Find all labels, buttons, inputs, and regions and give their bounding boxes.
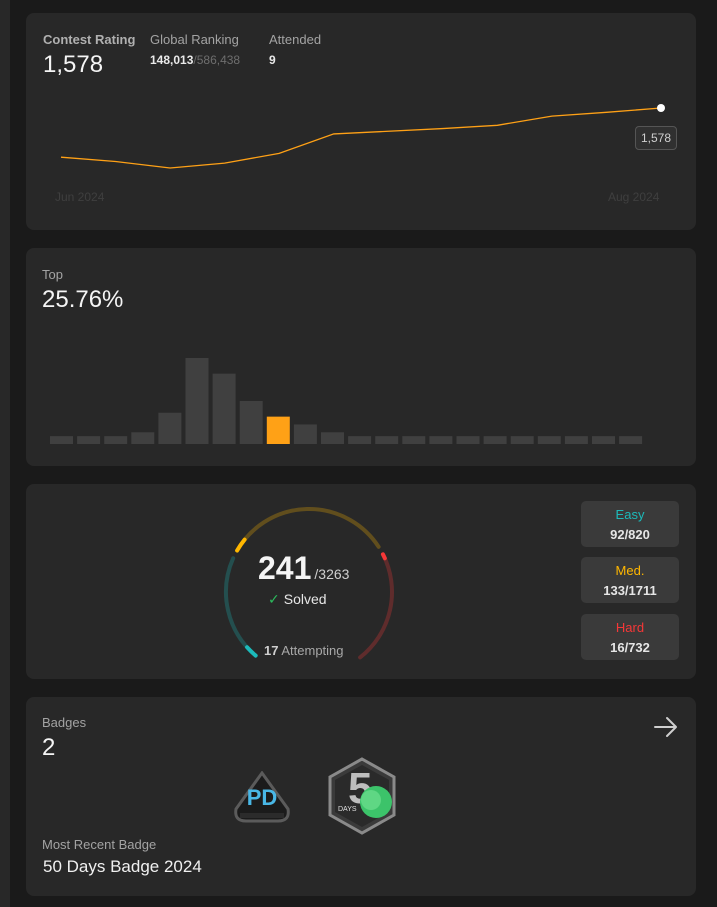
contest-rating-label: Contest Rating [43, 32, 136, 47]
solved-problems-card: 241/3263 ✓ Solved 17 Attempting Easy 92/8… [26, 484, 696, 679]
attempting-count: 17 [264, 643, 279, 658]
top-label: Top [42, 267, 63, 282]
arrow-right-icon[interactable] [653, 716, 679, 738]
recent-badge-value: 50 Days Badge 2024 [43, 857, 202, 876]
histogram-bar [510, 436, 534, 444]
fifty-days-badge[interactable]: 5 DAYS [326, 757, 398, 837]
hard-arc-track [358, 552, 394, 660]
hard-value: 16/732 [610, 640, 650, 655]
histogram-bar [212, 373, 236, 444]
hard-stat-box[interactable]: Hard 16/732 [581, 614, 679, 660]
recent-badge-label: Most Recent Badge [42, 837, 157, 852]
x-axis-start-label: Jun 2024 [55, 190, 105, 204]
pd-badge[interactable]: PD [230, 771, 294, 823]
histogram-bar [537, 436, 561, 444]
rating-line [60, 107, 662, 169]
histogram-bar [158, 412, 182, 444]
contest-rating-card: Contest Rating 1,578 Global Ranking 148,… [26, 13, 696, 230]
medium-label: Med. [615, 563, 645, 578]
attended-value: 9 [269, 53, 276, 67]
badges-label: Badges [42, 715, 87, 730]
pd-badge-shape [234, 771, 290, 823]
hard-arc-progress [380, 552, 387, 561]
percentile-histogram[interactable] [26, 248, 696, 466]
badges-count: 2 [42, 734, 56, 761]
histogram-bar [239, 401, 263, 444]
solved-label: Solved [283, 591, 327, 607]
easy-arc-progress [245, 645, 258, 658]
histogram-bar [483, 436, 507, 444]
histogram-bar [185, 358, 209, 444]
easy-stat-box[interactable]: Easy 92/820 [581, 501, 679, 547]
ranking-number: 148,013 [150, 53, 194, 67]
rating-tooltip: 1,578 [635, 126, 678, 150]
histogram-bar [402, 436, 426, 444]
attempting-label: Attempting [281, 643, 344, 658]
medium-stat-box[interactable]: Med. 133/1711 [581, 557, 679, 603]
histogram-bar [104, 436, 128, 444]
top-value: 25.76% [42, 286, 124, 313]
histogram-bar [592, 436, 615, 444]
pd-badge-text: PD [246, 785, 278, 810]
histogram-bar [375, 436, 399, 444]
histogram-bar [293, 424, 317, 444]
attended-label: Attended [269, 32, 322, 47]
medium-arc-progress [235, 537, 247, 553]
histogram-bar [429, 436, 453, 444]
top-percentile-card: Top 25.76% [26, 248, 696, 466]
solved-label-row: ✓ Solved [268, 591, 327, 608]
solved-count-row: 241/3263 [258, 550, 349, 587]
rating-line-chart[interactable] [26, 13, 696, 230]
histogram-bar-current [266, 416, 290, 444]
hard-label: Hard [615, 620, 645, 635]
histogram-bar [348, 436, 372, 444]
histogram-bar [77, 436, 101, 444]
left-rail [0, 0, 10, 907]
ranking-total: /586,438 [193, 53, 241, 67]
contest-rating-value: 1,578 [43, 51, 104, 78]
histogram-bar [456, 436, 480, 444]
solved-total: /3263 [314, 566, 350, 582]
histogram-bar [131, 432, 155, 444]
global-ranking-value: 148,013/586,438 [150, 53, 240, 67]
easy-label: Easy [615, 507, 645, 522]
easy-value: 92/820 [610, 527, 650, 542]
medium-value: 133/1711 [603, 583, 657, 598]
histogram-bar [564, 436, 588, 444]
x-axis-end-label: Aug 2024 [608, 190, 660, 204]
fifty-days-badge-shape: 5 [328, 757, 396, 835]
global-ranking-label: Global Ranking [150, 32, 239, 47]
check-icon: ✓ [268, 591, 280, 607]
solved-count: 241 [258, 550, 312, 586]
histogram-bar [50, 436, 73, 444]
solved-progress-ring[interactable] [26, 484, 426, 679]
badges-card: Badges 2 PD 5 DAYS Most Recent Badge 50 … [26, 697, 696, 896]
attempting-row: 17 Attempting [264, 643, 344, 658]
histogram-bar [619, 436, 643, 444]
medium-arc-track [235, 507, 381, 553]
easy-arc-track [224, 556, 258, 658]
rating-current-point [657, 104, 665, 112]
histogram-bar [321, 432, 344, 444]
fifty-days-badge-text: DAYS [338, 806, 357, 813]
